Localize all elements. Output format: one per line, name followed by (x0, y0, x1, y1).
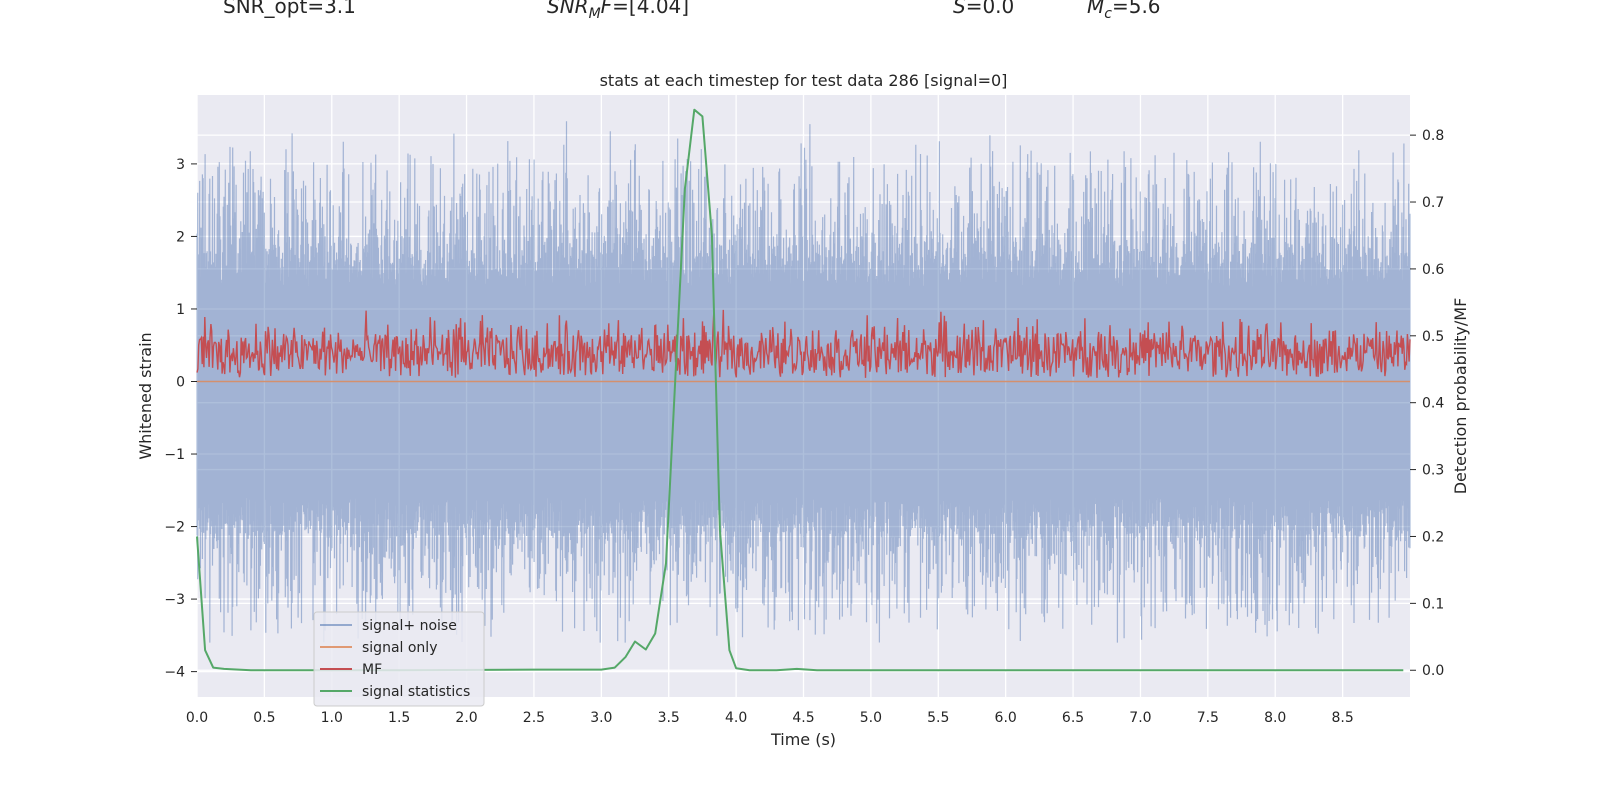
x-tick-label: 5.0 (860, 710, 882, 726)
snr-mf-name: SNR (547, 0, 589, 18)
x-tick-label: 8.5 (1331, 710, 1353, 726)
series-mf (196, 309, 1411, 378)
y2-tick-label: 0.0 (1422, 663, 1444, 679)
x-tick-label: 8.0 (1264, 710, 1286, 726)
x-tick-label: 0.5 (253, 710, 275, 726)
y2-tick-label: 0.7 (1422, 195, 1444, 211)
y2-tick-label: 0.3 (1422, 463, 1444, 479)
axes: 0.0 0.5 1.0 1.5 2.0 2.5 3.0 3.5 4.0 4.5 5.0 5.5 6.0 6… (164, 128, 1444, 726)
series-signal-noise (196, 121, 1411, 643)
x-tick-label: 4.5 (792, 710, 814, 726)
plot-layers (196, 108, 1411, 672)
mc-value: =5.6 (1111, 0, 1161, 18)
x-tick-label: 4.0 (725, 710, 747, 726)
chart-title: stats at each timestep for test data 286… (600, 71, 1008, 90)
y2-axis-label: Detection probability/MF (1451, 298, 1470, 495)
x-tick-label: 7.0 (1129, 710, 1151, 726)
mc-label: Mc=5.6 (1087, 0, 1161, 22)
legend-box (313, 611, 485, 707)
x-axis-label: Time (s) (770, 730, 836, 749)
s-value: =0.0 (965, 0, 1015, 18)
y-tick-label: 1 (176, 302, 185, 318)
y2-tick-label: 0.1 (1422, 596, 1444, 612)
x-tick-label: 0.0 (186, 710, 208, 726)
x-tick-label: 7.5 (1197, 710, 1219, 726)
x-tick-label: 3.5 (658, 710, 680, 726)
x-tick-label: 3.0 (590, 710, 612, 726)
y2-tick-label: 0.6 (1422, 262, 1444, 278)
legend-entry: signal statistics (362, 684, 470, 700)
y2-tick-label: 0.4 (1422, 396, 1444, 412)
legend-entry: signal+ noise (362, 618, 457, 634)
x-tick-label: 2.0 (455, 710, 477, 726)
snr-mf-label: SNRMF=[4.04] (547, 0, 689, 22)
snr-opt-label: SNR_opt=3.1 (223, 0, 356, 18)
y-tick-label: −3 (164, 592, 185, 608)
y2-tick-label: 0.2 (1422, 529, 1444, 545)
y-tick-label: −1 (164, 447, 185, 463)
series-signal-statistics (196, 108, 1404, 672)
legend-entry: MF (362, 662, 382, 678)
y-tick-label: 2 (176, 229, 185, 245)
x-tick-label: 5.5 (927, 710, 949, 726)
snr-mf-sub: M (588, 6, 601, 22)
x-tick-label: 6.0 (995, 710, 1017, 726)
mc-name: M (1087, 0, 1105, 18)
y2-tick-label: 0.8 (1422, 128, 1444, 144)
snr-mf-suffix: F (600, 0, 613, 18)
x-tick-label: 1.5 (388, 710, 410, 726)
y-tick-label: 3 (176, 157, 185, 173)
y2-tick-label: 0.5 (1422, 329, 1444, 345)
s-label: S=0.0 (953, 0, 1014, 18)
legend: signal+ noise signal only MF signal statist… (313, 611, 485, 707)
y-tick-label: 0 (176, 374, 185, 390)
mc-sub: c (1104, 6, 1112, 22)
x-tick-label: 6.5 (1062, 710, 1084, 726)
x-tick-label: 2.5 (523, 710, 545, 726)
y-tick-label: −4 (164, 665, 185, 681)
x-tick-label: 1.0 (321, 710, 343, 726)
s-name: S (953, 0, 966, 18)
y-tick-label: −2 (164, 520, 185, 536)
legend-entry: signal only (362, 640, 437, 656)
y-axis-label: Whitened strain (136, 332, 155, 459)
snr-mf-value: =[4.04] (612, 0, 690, 18)
